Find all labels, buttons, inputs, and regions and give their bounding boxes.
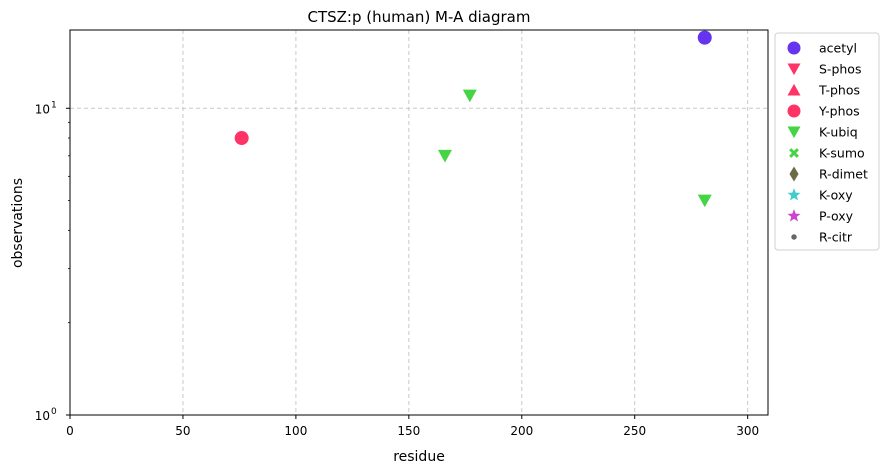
legend-marker-Y-phos	[787, 104, 801, 118]
legend-marker-P-oxy	[787, 209, 801, 222]
legend-label: R-citr	[819, 230, 853, 245]
x-tick-label: 50	[175, 424, 190, 438]
legend-box	[774, 32, 880, 251]
x-tick-label: 300	[736, 424, 759, 438]
y-tick-exponent: 0	[51, 407, 57, 417]
data-point-K-ubiq	[462, 89, 477, 103]
chart-title: CTSZ:p (human) M-A diagram	[307, 8, 530, 26]
y-tick-label: 10	[35, 102, 50, 116]
data-point-Y-phos	[234, 131, 249, 146]
x-tick-label: 200	[510, 424, 533, 438]
x-tick-label: 0	[66, 424, 74, 438]
legend-marker-T-phos	[787, 83, 801, 96]
y-axis-label: observations	[10, 178, 26, 268]
y-tick-exponent: 1	[51, 100, 57, 110]
legend-label: T-phos	[818, 83, 860, 98]
legend-marker-R-dimet	[789, 166, 799, 182]
legend-label: R-dimet	[819, 167, 868, 182]
legend-label: K-oxy	[819, 188, 853, 203]
grid-lines	[70, 30, 768, 415]
x-tick-label: 250	[623, 424, 646, 438]
legend-label: K-sumo	[819, 146, 865, 161]
legend-label: acetyl	[819, 41, 857, 56]
data-point-K-ubiq	[437, 149, 452, 163]
x-tick-label: 100	[284, 424, 307, 438]
y-tick-label: 10	[35, 409, 50, 423]
legend: acetyl S-phos T-phos Y-phos K-ubiq K-sumo R-di…	[774, 32, 880, 251]
legend-label: Y-phos	[818, 104, 860, 119]
data-point-K-ubiq	[697, 194, 712, 208]
legend-marker-K-ubiq	[787, 126, 801, 139]
legend-label: K-ubiq	[819, 125, 858, 140]
plot-frame	[69, 29, 769, 416]
legend-label: P-oxy	[819, 209, 854, 224]
data-points	[234, 30, 712, 208]
x-axis-label: residue	[393, 449, 445, 465]
x-tick-label: 150	[397, 424, 420, 438]
data-point-acetyl	[697, 30, 712, 45]
legend-label: S-phos	[819, 62, 861, 77]
legend-marker-K-oxy	[787, 188, 801, 201]
legend-marker-acetyl	[787, 41, 801, 55]
legend-marker-R-citr	[791, 234, 797, 240]
legend-marker-S-phos	[787, 63, 801, 76]
legend-marker-K-sumo	[789, 148, 799, 158]
